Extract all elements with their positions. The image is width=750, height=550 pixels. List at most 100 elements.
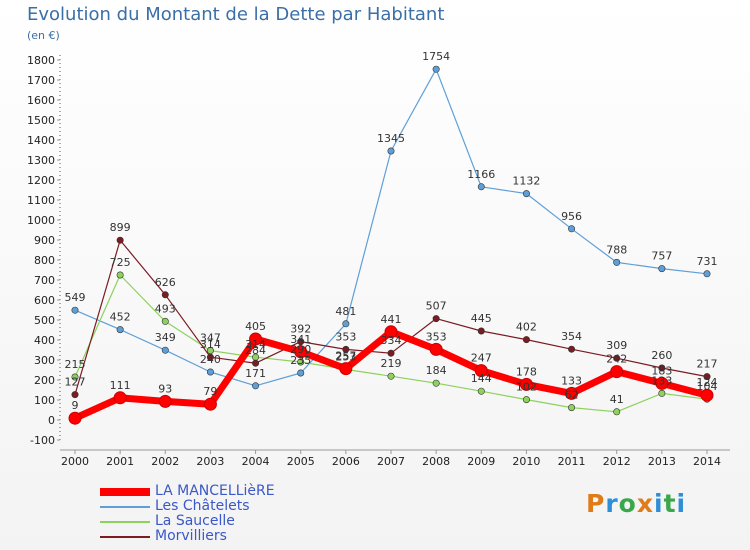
data-label: 507 <box>426 300 447 313</box>
data-label: 441 <box>381 313 402 326</box>
x-tick-label: 2011 <box>558 455 586 468</box>
chart-title: Evolution du Montant de la Dette par Hab… <box>27 4 445 25</box>
data-point <box>658 265 666 273</box>
y-tick-label: 600 <box>34 294 55 307</box>
data-point <box>249 332 263 346</box>
data-point <box>658 389 666 397</box>
logo-letter: o <box>618 489 637 518</box>
data-point <box>387 349 395 357</box>
data-label: 493 <box>155 302 176 315</box>
legend-item: Morvilliers <box>100 529 360 544</box>
y-tick-label: 1400 <box>27 134 55 147</box>
y-tick-label: 1500 <box>27 114 55 127</box>
data-label: 253 <box>335 350 356 363</box>
logo-letter: i <box>676 489 687 518</box>
data-point <box>703 373 711 381</box>
data-point <box>113 391 127 405</box>
data-point <box>71 391 79 399</box>
data-label: 217 <box>697 358 718 371</box>
data-point <box>206 353 214 361</box>
data-point <box>297 358 305 366</box>
data-label: 235 <box>290 354 311 367</box>
data-point <box>658 364 666 372</box>
data-label: 956 <box>561 210 582 223</box>
data-label: 341 <box>290 333 311 346</box>
data-label: 353 <box>335 330 356 343</box>
x-tick-label: 2005 <box>287 455 315 468</box>
data-point <box>568 404 576 412</box>
data-point <box>432 65 440 73</box>
data-point <box>432 379 440 387</box>
data-label: 1345 <box>377 132 405 145</box>
legend-label: LA MANCELLièRE <box>155 483 275 499</box>
data-point <box>703 270 711 278</box>
y-tick-label: 1100 <box>27 194 55 207</box>
x-tick-label: 2007 <box>377 455 405 468</box>
data-point <box>206 368 214 376</box>
data-label: 133 <box>651 374 672 387</box>
y-tick-label: 700 <box>34 274 55 287</box>
data-label: 1132 <box>512 175 540 188</box>
y-tick-label: -100 <box>30 434 55 447</box>
data-point <box>116 271 124 279</box>
data-label: 549 <box>65 291 86 304</box>
x-tick-label: 2013 <box>648 455 676 468</box>
data-label: 290 <box>290 343 311 356</box>
data-label: 725 <box>110 256 131 269</box>
logo-letter: t <box>663 489 677 518</box>
legend-swatch <box>100 488 150 496</box>
logo-letter: x <box>636 489 654 518</box>
data-point <box>522 396 530 404</box>
data-point <box>568 345 576 353</box>
y-tick-label: 400 <box>34 334 55 347</box>
logo-letter: r <box>605 489 619 518</box>
y-tick-label: 900 <box>34 234 55 247</box>
data-point <box>342 320 350 328</box>
data-label: 219 <box>381 357 402 370</box>
data-point <box>71 373 79 381</box>
legend-swatch <box>100 506 150 508</box>
y-tick-label: 100 <box>34 394 55 407</box>
data-point <box>522 336 530 344</box>
data-label: 183 <box>651 364 672 377</box>
data-point <box>297 369 305 377</box>
data-point <box>477 327 485 335</box>
legend-label: Les Châtelets <box>155 498 250 514</box>
data-point <box>429 342 443 356</box>
x-tick-label: 2009 <box>467 455 495 468</box>
y-tick-label: 500 <box>34 314 55 327</box>
data-point <box>700 388 714 402</box>
data-point <box>565 386 579 400</box>
data-label: 184 <box>426 364 447 377</box>
legend-item: Les Châtelets <box>100 499 360 514</box>
data-label: 334 <box>381 334 402 347</box>
data-point <box>203 397 217 411</box>
data-label: 178 <box>516 365 537 378</box>
data-label: 899 <box>110 221 131 234</box>
data-label: 402 <box>516 321 537 334</box>
x-tick-label: 2012 <box>603 455 631 468</box>
legend-swatch <box>100 536 150 538</box>
data-point <box>158 394 172 408</box>
data-label: 111 <box>110 379 131 392</box>
data-point <box>252 382 260 390</box>
y-tick-label: 200 <box>34 374 55 387</box>
data-point <box>387 372 395 380</box>
data-point <box>297 338 305 346</box>
data-label: 62 <box>565 389 579 402</box>
data-point <box>655 376 669 390</box>
data-label: 1754 <box>422 50 450 63</box>
data-label: 354 <box>561 330 582 343</box>
data-point <box>613 408 621 416</box>
legend-swatch <box>100 521 150 523</box>
data-point <box>613 258 621 266</box>
y-tick-label: 0 <box>48 414 55 427</box>
data-label: 240 <box>200 353 221 366</box>
data-point <box>161 317 169 325</box>
x-tick-label: 2000 <box>61 455 89 468</box>
y-tick-label: 800 <box>34 254 55 267</box>
data-point <box>522 190 530 198</box>
data-point <box>68 411 82 425</box>
data-label: 133 <box>561 374 582 387</box>
data-point <box>161 346 169 354</box>
